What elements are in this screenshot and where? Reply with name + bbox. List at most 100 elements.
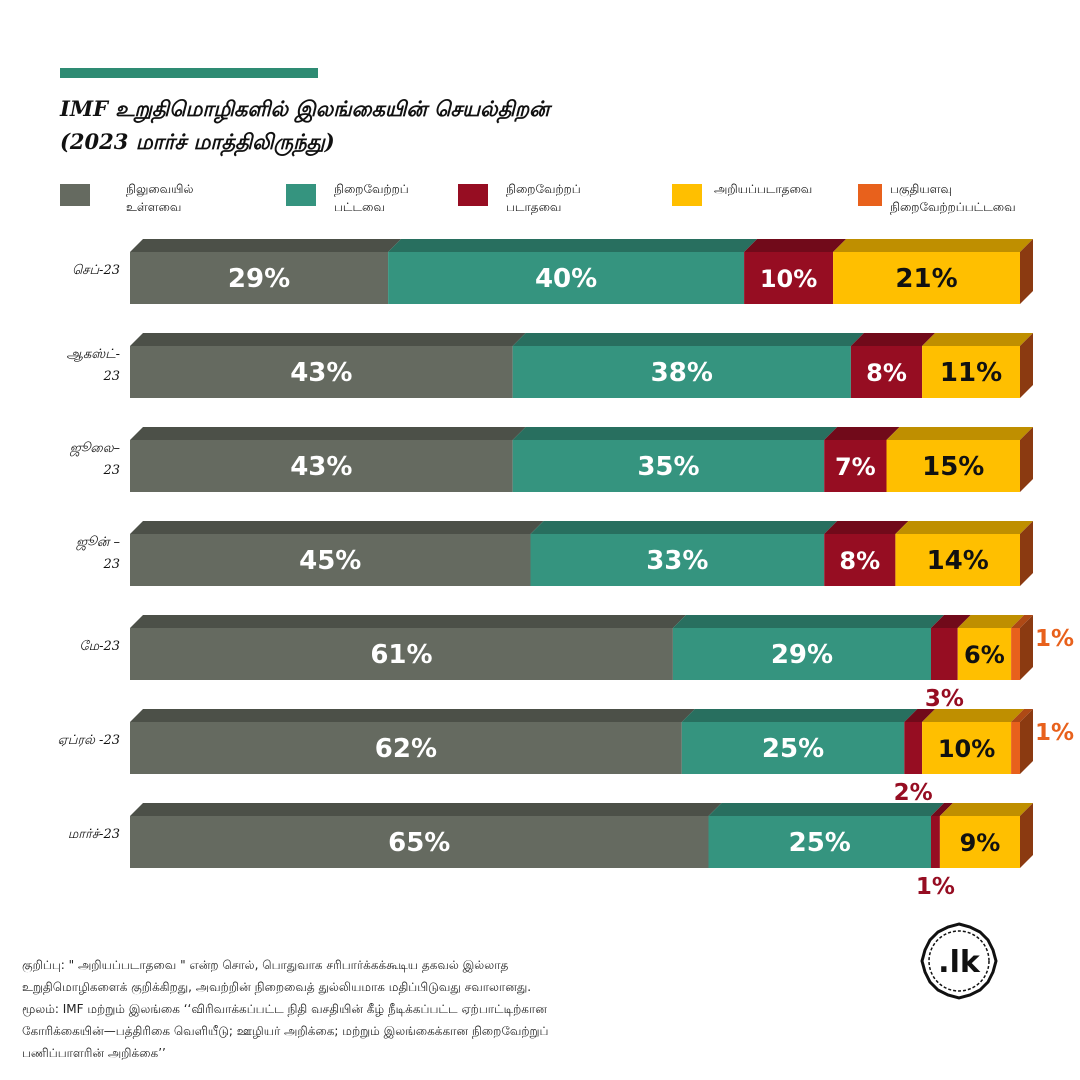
bar-top-not_fulfilled-0 [744,239,847,252]
bar-fulfilled-2 [512,440,825,492]
data-label-not_fulfilled-1: 8% [866,359,907,387]
bar-top-fulfilled-6 [708,803,944,816]
bar-top-fulfilled-4 [672,615,944,628]
legend-label-unknown: அறியப்படாதவை [714,182,813,196]
data-label-fulfilled-5: 25% [762,734,824,764]
bar-fulfilled-1 [512,346,851,398]
bar-top-not_fulfilled-2 [824,427,900,440]
bar-fulfilled-0 [388,252,745,304]
data-label-not_fulfilled-0: 10% [760,265,817,293]
bar-not_fulfilled-5 [904,722,923,774]
row-label-2-0: ஜூலை– [69,441,121,457]
bar-top-fulfilled-0 [388,239,758,252]
bar-not_fulfilled-2 [824,440,887,492]
row-label-1-0: ஆகஸ்ட்- [67,347,120,362]
bar-unknown-1 [922,346,1020,398]
bar-top-unknown-6 [939,803,1033,816]
legend-label-pending: நிலுவையில் உள்ளவை [126,182,194,214]
data-label-not_fulfilled-3: 8% [839,547,880,575]
data-label-pending-2: 43% [290,452,352,482]
bar-top-partial-4 [1011,615,1033,628]
data-label-pending-6: 65% [388,828,450,858]
bar-pending-1 [130,346,513,398]
bar-side-0 [1020,239,1033,304]
data-label-partial-5: 1% [1035,720,1074,746]
legend-label-partial: பகுதியளவு நிறைவேற்றப்பட்டவை [890,182,1016,214]
bar-pending-3 [130,534,531,586]
data-label-pending-1: 43% [290,358,352,388]
bar-top-unknown-1 [922,333,1033,346]
bar-top-unknown-3 [895,521,1033,534]
bar-unknown-5 [922,722,1012,774]
bar-top-pending-2 [130,427,526,440]
bar-side-1 [1020,333,1033,398]
bar-top-pending-1 [130,333,526,346]
bar-top-pending-5 [130,709,695,722]
data-label-fulfilled-0: 40% [535,264,597,294]
bar-top-not_fulfilled-3 [824,521,909,534]
bar-pending-6 [130,816,709,868]
chart-title-line2: (2023 மார்ச் மாத்திலிருந்து) [60,129,335,154]
legend-swatch-partial [858,184,882,206]
footnote-line-4: கோரிக்கையின்—பத்திரிகை வெளியீடு; ஊழியர் … [22,1024,549,1038]
bar-top-unknown-0 [833,239,1033,252]
bar-not_fulfilled-1 [850,346,923,398]
bar-not_fulfilled-4 [931,628,958,680]
data-label-unknown-2: 15% [922,452,984,482]
bar-top-fulfilled-2 [512,427,838,440]
bar-unknown-3 [895,534,1020,586]
bar-top-pending-3 [130,521,544,534]
bar-top-fulfilled-3 [530,521,838,534]
legend-swatch-fulfilled [286,184,316,206]
bar-top-not_fulfilled-6 [931,803,953,816]
bar-top-pending-6 [130,803,722,816]
data-label-fulfilled-6: 25% [789,828,851,858]
bar-partial-5 [1011,722,1020,774]
bar-pending-0 [130,252,389,304]
row-label-4-0: மே-23 [79,639,120,654]
row-label-3-1: 23 [102,557,120,572]
data-label-pending-5: 62% [375,734,437,764]
bar-side-2 [1020,427,1033,492]
bar-top-unknown-5 [922,709,1025,722]
data-label-not_fulfilled-2: 7% [835,453,876,481]
bar-fulfilled-3 [530,534,825,586]
legend-swatch-unknown [672,184,702,206]
data-label-fulfilled-1: 38% [651,358,713,388]
bar-side-5 [1020,709,1033,774]
bar-side-3 [1020,521,1033,586]
logo-text: .lk [938,945,981,980]
data-label-partial-4: 1% [1035,626,1074,652]
data-label-not_fulfilled-5: 2% [894,780,933,806]
dotlk-seal-icon: .lk [920,922,998,1000]
data-label-fulfilled-2: 35% [637,452,699,482]
data-label-unknown-4: 6% [964,641,1005,669]
data-label-unknown-6: 9% [960,829,1001,857]
bar-fulfilled-4 [672,628,931,680]
bar-top-not_fulfilled-4 [931,615,971,628]
bar-top-pending-0 [130,239,402,252]
data-label-unknown-5: 10% [938,735,995,763]
bar-side-6 [1020,803,1033,868]
footnote-line-5: பணிப்பாளரின் அறிக்கை’’ [22,1046,166,1060]
footnote-line-1: குறிப்பு: " அறியப்படாதவை " என்ற சொல், பொ… [22,958,509,972]
footnote-line-2: உறுதிமொழிகளைக் குறிக்கிறது, அவற்றின் நிற… [22,980,532,994]
bar-unknown-4 [957,628,1012,680]
data-label-not_fulfilled-6: 1% [916,874,955,900]
row-label-6-0: மார்ச்-23 [68,827,120,842]
legend-swatch-pending [60,184,90,206]
bar-top-pending-4 [130,615,686,628]
bar-top-not_fulfilled-1 [850,333,936,346]
bar-pending-5 [130,722,682,774]
bar-not_fulfilled-3 [824,534,896,586]
row-label-0-0: செப்-23 [72,263,120,278]
bar-fulfilled-5 [681,722,905,774]
bar-unknown-0 [833,252,1020,304]
legend-label-not-fulfilled: நிறைவேற்றப் படாதவை [506,182,581,214]
bar-pending-4 [130,628,673,680]
footnote: குறிப்பு: " அறியப்படாதவை " என்ற சொல், பொ… [22,954,882,1064]
bar-top-fulfilled-5 [681,709,918,722]
bar-top-partial-5 [1011,709,1033,722]
bar-not_fulfilled-0 [744,252,834,304]
bar-unknown-6 [939,816,1020,868]
